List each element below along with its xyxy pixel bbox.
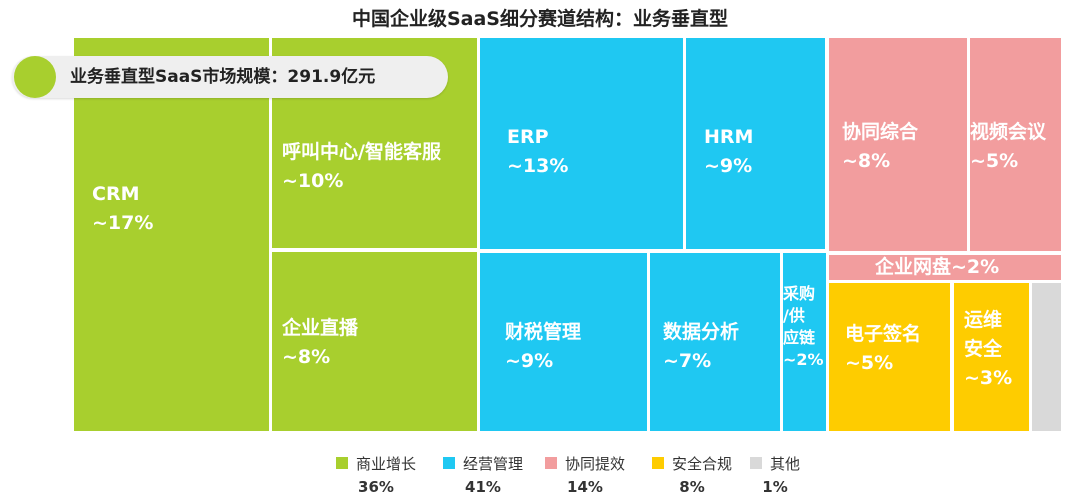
market-size-text: 业务垂直型SaaS市场规模：291.9亿元 — [70, 67, 376, 87]
treemap-cell-erp — [480, 38, 683, 249]
legend-swatch — [750, 457, 762, 469]
legend-item: 经营管理 41% — [443, 450, 559, 496]
legend-percent: 14% — [567, 478, 603, 496]
treemap-cell-crm — [74, 38, 269, 431]
market-size-badge — [12, 56, 448, 98]
legend-item: 其他 1% — [750, 450, 866, 496]
legend-percent: 41% — [465, 478, 501, 496]
treemap-cell-esign — [829, 283, 950, 431]
chart-title: 中国企业级SaaS细分赛道结构：业务垂直型 — [351, 8, 728, 30]
treemap-cell-analytics — [650, 253, 780, 431]
treemap-cell-collab — [829, 38, 967, 251]
legend-swatch — [545, 457, 557, 469]
legend-swatch — [443, 457, 455, 469]
treemap-cell-hrm — [686, 38, 825, 249]
legend-percent: 1% — [762, 478, 788, 496]
legend-item: 协同提效 14% — [545, 450, 661, 496]
treemap-cell-netdisk — [829, 255, 1061, 280]
treemap-cell-procure — [783, 253, 826, 431]
legend-name: 经营管理 — [463, 454, 524, 473]
legend-item: 商业增长 36% — [336, 450, 452, 496]
legend-percent: 36% — [358, 478, 394, 496]
legend-swatch — [652, 457, 664, 469]
legend-name: 协同提效 — [565, 454, 626, 473]
legend-swatch — [336, 457, 348, 469]
legend-percent: 8% — [679, 478, 705, 496]
treemap-cell-live — [272, 252, 477, 431]
treemap-chart — [74, 38, 1061, 431]
legend-name: 其他 — [770, 454, 801, 473]
legend-name: 安全合规 — [672, 454, 733, 473]
treemap-cell-ops — [954, 283, 1029, 431]
legend-name: 商业增长 — [356, 454, 417, 473]
treemap-cell-video — [970, 38, 1061, 251]
badge-dot-icon — [14, 56, 56, 98]
treemap-cell-tax — [480, 253, 647, 431]
treemap-cell-other — [1032, 283, 1061, 431]
legend-item: 安全合规 8% — [652, 450, 768, 496]
chart-legend: 商业增长 36% 经营管理 41% 协同提效 14% 安全合规 8% 其他 1% — [0, 450, 1080, 504]
